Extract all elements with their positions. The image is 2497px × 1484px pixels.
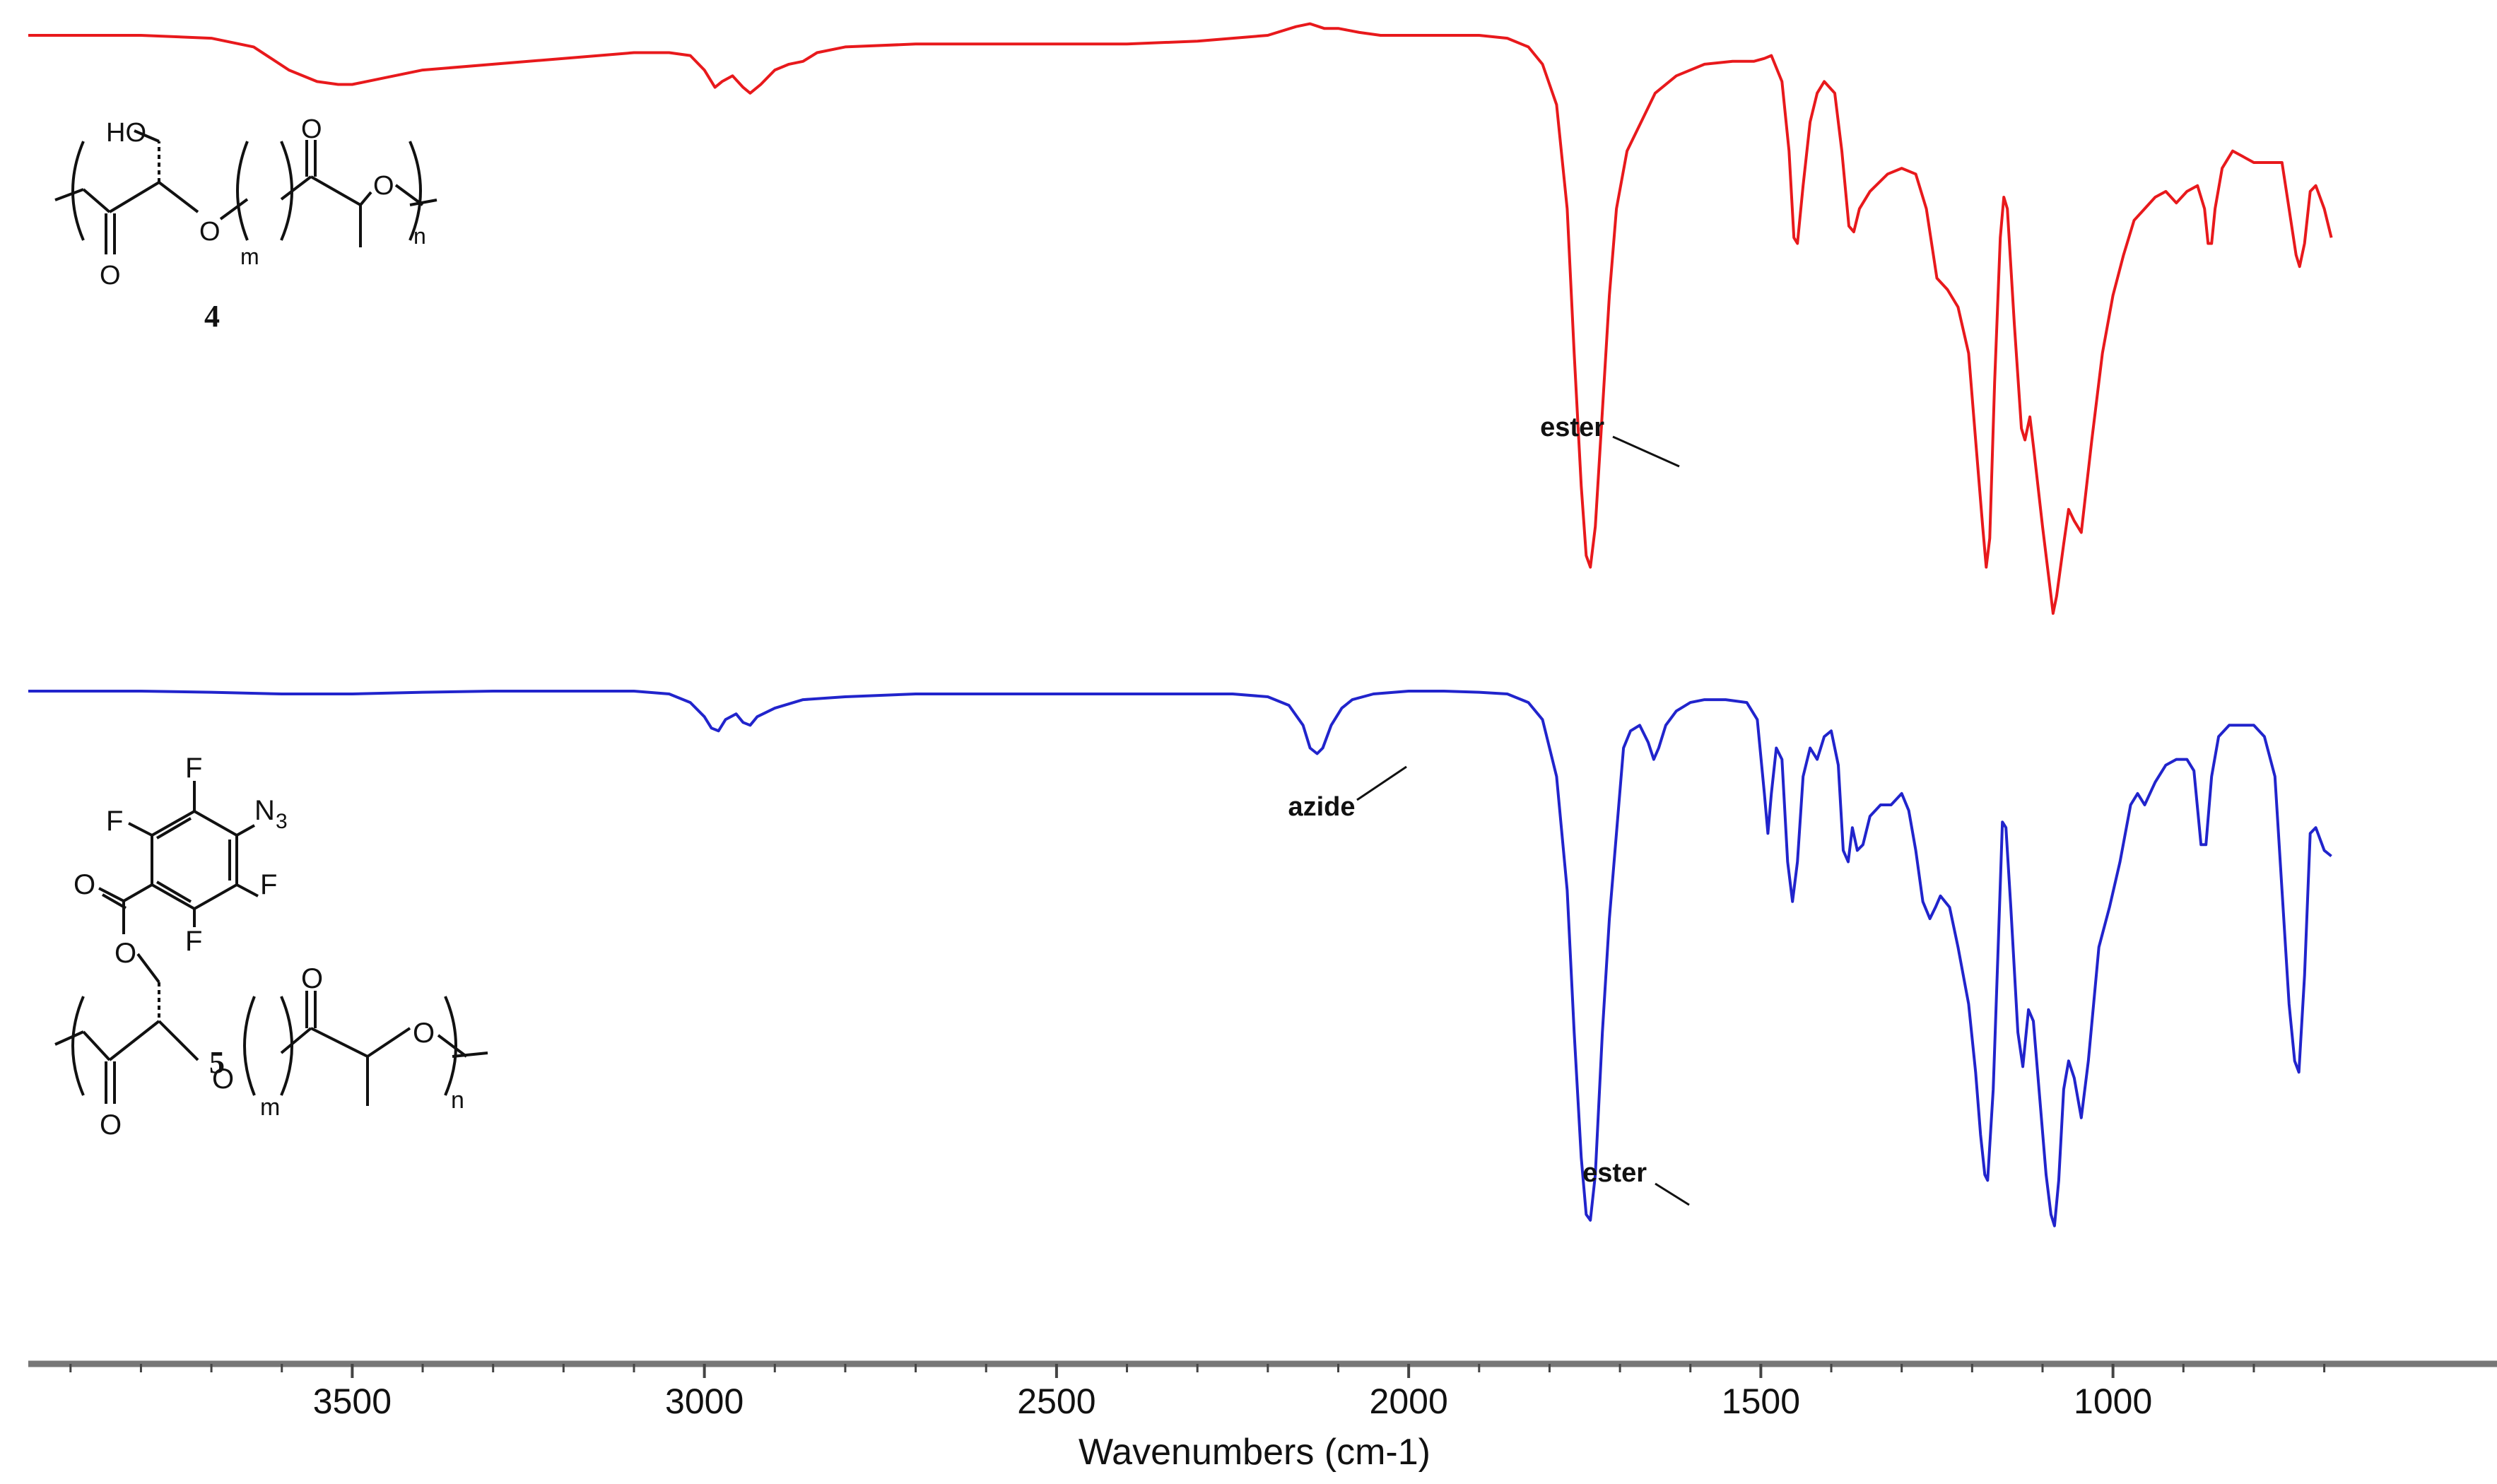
svg-text:O: O bbox=[114, 938, 136, 969]
x-axis-ticks: 3500 3000 2500 2000 1500 1000 bbox=[69, 1364, 2326, 1421]
svg-text:3: 3 bbox=[276, 810, 288, 833]
annotation-ester-top-leader bbox=[1612, 435, 1680, 468]
svg-text:m: m bbox=[260, 1094, 280, 1121]
svg-text:O: O bbox=[74, 869, 95, 900]
compound-4-atoms: HO O O m O O n 4 bbox=[100, 114, 426, 334]
x-tick-label: 1000 bbox=[2074, 1382, 2152, 1421]
svg-text:m: m bbox=[240, 244, 259, 269]
compound-4-structure bbox=[54, 129, 437, 254]
series-line-compound-5 bbox=[28, 690, 2332, 1227]
spectrum-traces bbox=[28, 22, 2333, 1227]
svg-text:n: n bbox=[413, 223, 426, 249]
compound-5-structure bbox=[54, 781, 488, 1106]
x-axis: 3500 3000 2500 2000 1500 1000 Wavenumbers (cm… bbox=[28, 1360, 2497, 1473]
svg-text:n: n bbox=[451, 1087, 464, 1114]
svg-text:O: O bbox=[100, 261, 121, 290]
annotation-azide: azide bbox=[1288, 792, 1355, 822]
svg-text:F: F bbox=[185, 753, 202, 784]
band-annotations: ester azide ester bbox=[1288, 413, 1690, 1206]
annotation-azide-leader bbox=[1356, 765, 1407, 801]
svg-text:O: O bbox=[413, 1018, 435, 1049]
svg-text:F: F bbox=[260, 869, 277, 900]
svg-text:F: F bbox=[185, 926, 202, 957]
compound-4-label: 4 bbox=[204, 299, 220, 334]
annotation-ester-bottom: ester bbox=[1582, 1158, 1647, 1188]
svg-text:O: O bbox=[100, 1109, 122, 1141]
annotation-ester-bottom-leader bbox=[1655, 1182, 1690, 1206]
compound-5-label: 5 bbox=[209, 1045, 225, 1080]
svg-text:HO: HO bbox=[106, 118, 146, 148]
x-tick-label: 2000 bbox=[1370, 1382, 1448, 1421]
x-axis-title: Wavenumbers (cm-1) bbox=[1079, 1432, 1430, 1473]
svg-text:F: F bbox=[106, 806, 123, 837]
svg-text:N: N bbox=[254, 795, 275, 826]
x-tick-label: 2500 bbox=[1017, 1382, 1095, 1421]
compound-5-atoms: F F N 3 F F O O O O 5 m O O n bbox=[74, 753, 464, 1141]
svg-text:O: O bbox=[301, 963, 323, 994]
annotation-ester-top: ester bbox=[1540, 413, 1604, 442]
x-tick-label: 1500 bbox=[1722, 1382, 1800, 1421]
svg-text:O: O bbox=[373, 171, 394, 201]
svg-text:O: O bbox=[199, 217, 221, 247]
svg-text:O: O bbox=[301, 114, 322, 144]
svg-text:O: O bbox=[212, 1064, 234, 1095]
x-tick-label: 3000 bbox=[665, 1382, 744, 1421]
x-tick-label: 3500 bbox=[313, 1382, 392, 1421]
series-line-compound-4 bbox=[28, 22, 2333, 615]
